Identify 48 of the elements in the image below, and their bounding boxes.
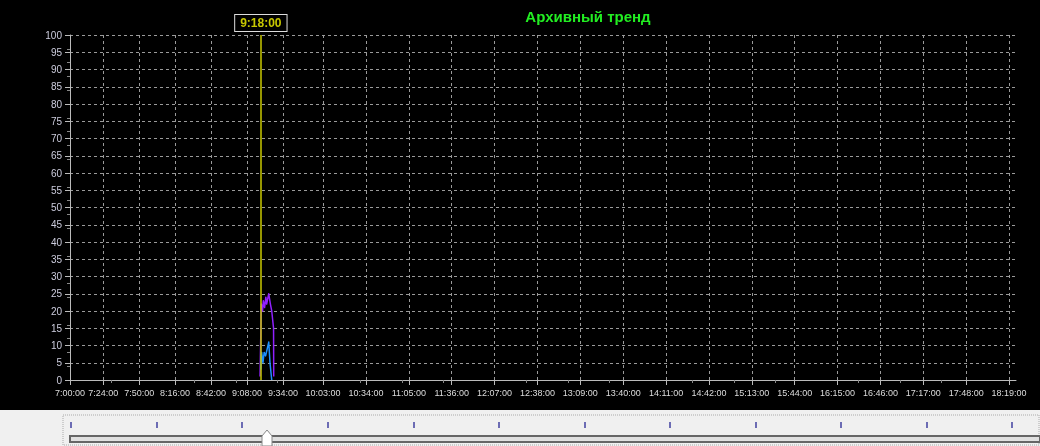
y-tick-label: 20 (50, 305, 63, 317)
y-tick-label: 65 (50, 150, 63, 162)
y-tick-label: 70 (50, 133, 63, 144)
chart-title: Архивный тренд (525, 8, 652, 25)
y-tick-label: 5 (56, 357, 63, 369)
x-tick-label: 18:19:00 (991, 387, 1027, 398)
x-tick-label: 16:15:00 (820, 387, 856, 398)
x-tick-label: 11:05:00 (391, 387, 427, 398)
y-tick-label: 85 (50, 81, 63, 93)
x-tick-label: 7:50:00 (124, 387, 155, 398)
x-tick-label: 13:40:00 (605, 387, 641, 398)
x-tick-label: 15:44:00 (777, 387, 813, 398)
x-tick-label: 10:03:00 (305, 387, 341, 398)
x-tick-label: 8:42:00 (196, 387, 227, 398)
y-tick-label: 30 (50, 271, 63, 282)
y-tick-label: 25 (50, 288, 63, 300)
y-tick-label: 60 (50, 167, 63, 179)
x-tick-label: 9:08:00 (232, 387, 263, 398)
y-tick-label: 0 (56, 374, 63, 386)
y-tick-label: 55 (50, 184, 63, 196)
x-tick-label: 16:46:00 (862, 387, 898, 398)
y-tick-label: 15 (50, 322, 63, 334)
y-tick-label: 50 (50, 202, 63, 213)
y-tick-label: 10 (50, 340, 63, 351)
y-tick-label: 80 (50, 98, 63, 110)
y-tick-label: 45 (50, 219, 63, 231)
y-tick-label: 40 (50, 236, 63, 248)
x-tick-label: 7:24:00 (88, 387, 119, 398)
x-tick-label: 8:16:00 (160, 387, 191, 398)
x-tick-label: 13:09:00 (562, 387, 598, 398)
x-tick-label: 15:13:00 (734, 387, 770, 398)
x-tick-label: 12:07:00 (477, 387, 513, 398)
y-tick-label: 100 (45, 29, 63, 41)
y-tick-label: 75 (50, 115, 63, 127)
x-tick-label: 7:00:00 (54, 387, 86, 398)
x-tick-label: 17:17:00 (905, 387, 941, 398)
x-tick-label: 9:34:00 (267, 387, 299, 398)
x-tick-label: 17:48:00 (948, 387, 984, 398)
x-tick-label: 12:38:00 (519, 387, 555, 398)
x-tick-label: 14:42:00 (691, 387, 727, 398)
x-tick-label: 10:34:00 (348, 387, 384, 398)
y-tick-label: 90 (50, 64, 63, 75)
x-tick-label: 11:36:00 (434, 387, 469, 398)
line-series (259, 341, 273, 381)
y-tick-label: 95 (50, 46, 63, 58)
x-tick-label: 14:11:00 (648, 387, 684, 398)
y-tick-label: 35 (50, 253, 63, 265)
ref-line-label: 9:18:00 (240, 16, 282, 30)
